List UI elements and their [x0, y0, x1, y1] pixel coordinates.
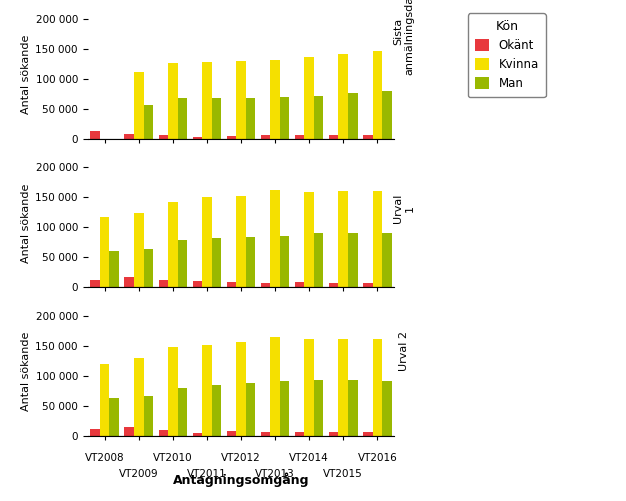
Bar — [363, 283, 372, 288]
Bar — [236, 195, 246, 288]
Bar — [100, 364, 110, 436]
Bar — [339, 339, 348, 436]
Bar — [227, 431, 236, 436]
Bar — [314, 380, 324, 436]
Bar — [178, 240, 187, 288]
Bar — [125, 427, 134, 436]
Bar — [236, 342, 246, 436]
Bar — [202, 345, 212, 436]
Bar — [348, 233, 357, 288]
Text: VT2013: VT2013 — [255, 469, 295, 479]
Bar — [90, 280, 100, 288]
Bar — [295, 282, 304, 288]
Bar — [236, 61, 246, 139]
Bar — [329, 432, 339, 436]
Bar — [363, 135, 372, 139]
Bar — [90, 131, 100, 139]
Bar — [134, 358, 143, 436]
Bar — [158, 280, 168, 288]
Bar — [382, 381, 392, 436]
Bar — [382, 233, 392, 288]
Text: Sista
anmälningsdag: Sista anmälningsdag — [393, 0, 414, 75]
Bar — [339, 54, 348, 139]
Bar — [193, 282, 202, 288]
Bar — [304, 58, 314, 139]
Text: VT2009: VT2009 — [119, 469, 158, 479]
Bar — [280, 381, 289, 436]
Bar — [295, 432, 304, 436]
Bar — [134, 73, 143, 139]
Text: VT2008: VT2008 — [85, 452, 125, 462]
Bar — [168, 201, 178, 288]
Y-axis label: Antal sökande: Antal sökande — [21, 332, 31, 411]
Bar — [110, 251, 119, 288]
Bar — [125, 277, 134, 288]
Text: Urval
1: Urval 1 — [393, 193, 414, 223]
Bar — [143, 249, 153, 288]
Bar — [202, 197, 212, 288]
Bar — [329, 135, 339, 139]
Bar — [212, 385, 221, 436]
Bar — [193, 137, 202, 139]
Bar — [134, 213, 143, 288]
Bar — [178, 388, 187, 436]
Bar — [304, 192, 314, 288]
Bar — [158, 135, 168, 139]
Bar — [280, 97, 289, 139]
Bar — [372, 339, 382, 436]
Bar — [261, 432, 270, 436]
Text: VT2015: VT2015 — [324, 469, 363, 479]
Text: VT2011: VT2011 — [187, 469, 227, 479]
Bar — [261, 283, 270, 288]
Y-axis label: Antal sökande: Antal sökande — [21, 35, 31, 114]
Bar — [372, 52, 382, 139]
Bar — [270, 190, 280, 288]
Bar — [314, 233, 324, 288]
Bar — [168, 347, 178, 436]
Bar — [110, 398, 119, 436]
Bar — [372, 191, 382, 288]
Bar — [143, 105, 153, 139]
Bar — [270, 60, 280, 139]
Bar — [227, 282, 236, 288]
Bar — [100, 217, 110, 288]
Bar — [348, 94, 357, 139]
Bar — [314, 96, 324, 139]
Bar — [348, 380, 357, 436]
Bar — [246, 383, 255, 436]
Text: VT2012: VT2012 — [221, 452, 261, 462]
Bar — [168, 63, 178, 139]
Y-axis label: Antal sökande: Antal sökande — [21, 183, 31, 263]
Bar — [178, 98, 187, 139]
Text: VT2014: VT2014 — [289, 452, 329, 462]
Bar — [295, 135, 304, 139]
Bar — [227, 136, 236, 139]
Bar — [125, 134, 134, 139]
Text: Urval 2: Urval 2 — [399, 331, 409, 371]
Bar — [270, 337, 280, 436]
Bar — [339, 191, 348, 288]
Bar — [212, 98, 221, 139]
Text: VT2010: VT2010 — [153, 452, 193, 462]
Bar — [212, 238, 221, 288]
Bar — [193, 433, 202, 436]
X-axis label: Antagningsomgång: Antagningsomgång — [173, 472, 309, 487]
Bar — [329, 283, 339, 288]
Bar — [261, 135, 270, 139]
Bar — [363, 432, 372, 436]
Bar — [246, 237, 255, 288]
Bar — [280, 236, 289, 288]
Bar — [246, 98, 255, 139]
Text: VT2016: VT2016 — [357, 452, 398, 462]
Bar — [304, 339, 314, 436]
Bar — [158, 430, 168, 436]
Bar — [143, 396, 153, 436]
Bar — [90, 429, 100, 436]
Bar — [202, 62, 212, 139]
Bar — [382, 91, 392, 139]
Legend: Okänt, Kvinna, Man: Okänt, Kvinna, Man — [468, 14, 546, 97]
